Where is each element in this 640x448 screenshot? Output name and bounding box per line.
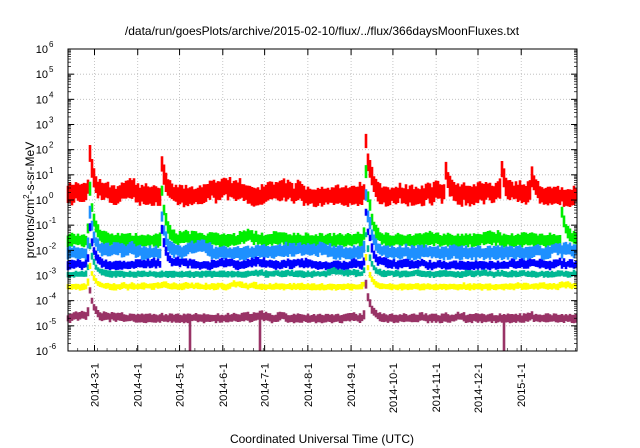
- y-tick-label: 10-1: [36, 216, 57, 232]
- x-tick-label: 2014-5-1: [175, 363, 187, 407]
- y-tick-label: 103: [36, 116, 54, 132]
- y-tick-label: 10-4: [36, 292, 57, 308]
- y-tick-label: 10-6: [36, 342, 57, 358]
- series-1-line: [66, 133, 578, 208]
- y-axis-label: protons/cm2-s-sr-MeV: [22, 142, 37, 258]
- x-axis-ticks: 2014-3-1 2014-4-1 2014-5-1 2014-6-1 2014-7-1…: [77, 49, 576, 413]
- y-tick-label: 102: [36, 141, 54, 157]
- series-7-line: [66, 279, 578, 351]
- y-tick-label: 101: [36, 166, 54, 182]
- x-tick-label: 2014-12-1: [473, 363, 485, 413]
- x-tick-label: 2014-11-1: [431, 363, 443, 412]
- y-tick-label: 100: [36, 191, 54, 207]
- y-tick-label: 10-3: [36, 267, 57, 283]
- y-tick-label: 106: [36, 40, 54, 56]
- x-tick-label: 2014-3-1: [89, 363, 101, 407]
- y-tick-label: 105: [36, 65, 54, 81]
- x-axis-label: Coordinated Universal Time (UTC): [230, 432, 414, 446]
- x-tick-label: 2014-9-1: [346, 363, 358, 407]
- x-tick-label: 2014-10-1: [388, 363, 400, 413]
- y-tick-label: 10-2: [36, 241, 57, 257]
- chart-title: /data/run/goesPlots/archive/2015-02-10/f…: [125, 24, 520, 38]
- y-tick-label: 10-5: [36, 317, 57, 333]
- x-tick-label: 2014-8-1: [303, 363, 315, 407]
- y-tick-label: 104: [36, 90, 54, 106]
- x-tick-label: 2014-7-1: [260, 363, 272, 407]
- series-group: [66, 133, 578, 351]
- x-tick-label: 2014-6-1: [218, 363, 230, 407]
- x-tick-label: 2014-4-1: [133, 363, 145, 407]
- x-tick-label: 2015-1-1: [516, 363, 528, 407]
